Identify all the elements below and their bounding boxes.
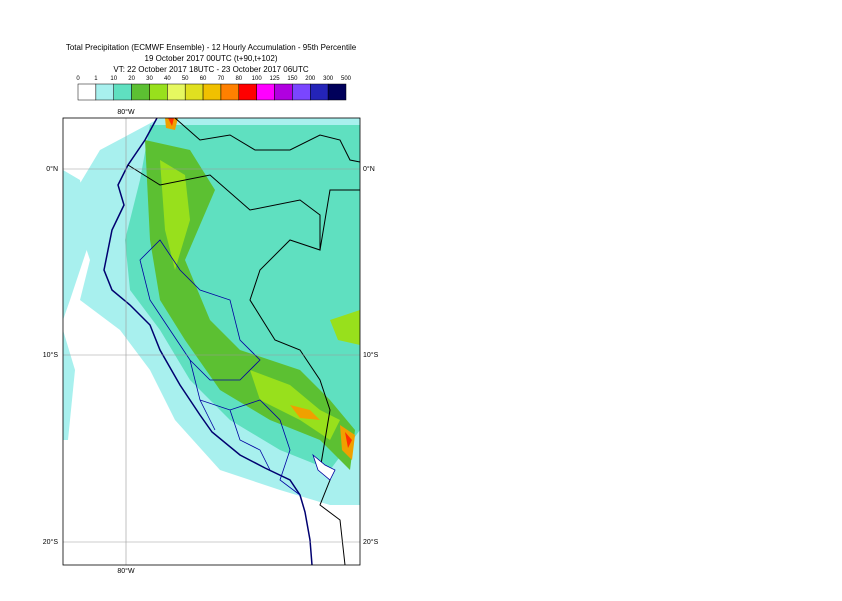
legend-swatch — [256, 83, 275, 101]
legend-swatch — [274, 83, 293, 101]
legend-tick: 1 — [94, 76, 98, 82]
lat-label: 0°N — [46, 165, 58, 173]
map — [63, 118, 360, 565]
lat-label: 0°N — [363, 165, 375, 173]
legend-swatch — [327, 83, 347, 101]
legend-tick: 0 — [76, 76, 80, 82]
legend-tick: 100 — [252, 76, 263, 82]
legend-swatch — [238, 83, 257, 101]
lat-label: 10°S — [363, 351, 379, 359]
legend-tick: 20 — [128, 76, 135, 82]
legend-tick: 125 — [270, 76, 281, 82]
legend-tick: 300 — [323, 76, 334, 82]
legend-tick: 10 — [110, 76, 117, 82]
map-frame — [62, 117, 361, 566]
legend-swatch — [292, 83, 311, 101]
legend-tick: 70 — [218, 76, 225, 82]
graticule — [63, 118, 360, 565]
legend-swatch — [77, 83, 97, 101]
lat-label: 20°S — [43, 538, 59, 546]
title: Total Precipitation (ECMWF Ensemble) - 1… — [66, 43, 357, 52]
lon-label: 80°W — [117, 108, 135, 116]
legend-tick: 40 — [164, 76, 171, 82]
legend: 0 1 10 20 30 40 50 60 70 80 100 125 150 200 300 500 — [76, 76, 352, 101]
legend-swatch — [202, 83, 222, 101]
legend-swatch — [220, 83, 240, 101]
legend-swatch — [167, 83, 186, 101]
legend-swatch — [95, 83, 114, 101]
legend-tick: 200 — [305, 76, 316, 82]
legend-tick: 50 — [182, 76, 189, 82]
legend-swatch — [131, 83, 150, 101]
legend-tick: 500 — [341, 76, 352, 82]
lon-label: 80°W — [117, 567, 135, 575]
legend-tick: 150 — [287, 76, 298, 82]
legend-swatch — [184, 83, 204, 101]
valid-time: VT: 22 October 2017 18UTC - 23 October 2… — [113, 65, 308, 74]
lat-label: 20°S — [363, 538, 379, 546]
lat-label: 10°S — [43, 351, 59, 359]
legend-tick: 30 — [146, 76, 153, 82]
subtitle: 19 October 2017 00UTC (t+90,t+102) — [145, 54, 278, 63]
legend-swatch — [113, 83, 132, 101]
legend-tick: 60 — [200, 76, 207, 82]
legend-swatch — [310, 83, 329, 101]
legend-tick: 80 — [235, 76, 242, 82]
legend-swatch — [149, 83, 168, 101]
